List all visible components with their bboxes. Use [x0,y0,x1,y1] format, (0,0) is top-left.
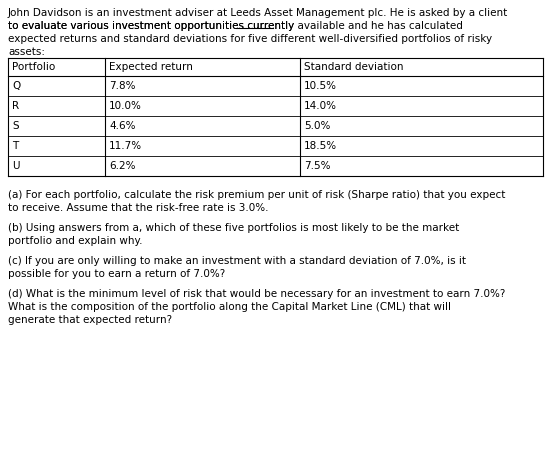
Text: (b) Using answers from a, which of these five portfolios is most likely to be th: (b) Using answers from a, which of these… [8,223,459,233]
Text: possible for you to earn a return of 7.0%?: possible for you to earn a return of 7.0… [8,269,225,279]
Text: 7.5%: 7.5% [304,161,331,171]
Text: assets:: assets: [8,47,45,57]
Text: Expected return: Expected return [109,62,193,72]
Text: U: U [12,161,19,171]
Text: 5.0%: 5.0% [304,121,331,131]
Text: John Davidson is an investment adviser at Leeds Asset Management plc. He is aske: John Davidson is an investment adviser a… [8,8,508,18]
Text: 11.7%: 11.7% [109,141,142,151]
Text: generate that expected return?: generate that expected return? [8,315,172,325]
Text: Q: Q [12,81,20,91]
Text: 18.5%: 18.5% [304,141,337,151]
Text: R: R [12,101,19,111]
Text: 10.0%: 10.0% [109,101,142,111]
Text: (d) What is the minimum level of risk that would be necessary for an investment : (d) What is the minimum level of risk th… [8,289,505,299]
Text: portfolio and explain why.: portfolio and explain why. [8,236,143,246]
Text: S: S [12,121,19,131]
Text: 6.2%: 6.2% [109,161,136,171]
Text: to evaluate various investment opportunities currently available and he has calc: to evaluate various investment opportuni… [8,21,463,31]
Text: (c) If you are only willing to make an investment with a standard deviation of 7: (c) If you are only willing to make an i… [8,256,466,266]
Text: to receive. Assume that the risk-free rate is 3.0%.: to receive. Assume that the risk-free ra… [8,203,268,213]
Text: expected returns and standard deviations for five different well-diversified por: expected returns and standard deviations… [8,34,492,44]
Text: 10.5%: 10.5% [304,81,337,91]
Text: T: T [12,141,18,151]
Text: to evaluate various investment opportunities currently available: to evaluate various investment opportuni… [8,21,345,31]
Text: What is the composition of the portfolio along the Capital Market Line (CML) tha: What is the composition of the portfolio… [8,302,451,312]
Text: Standard deviation: Standard deviation [304,62,403,72]
Text: 4.6%: 4.6% [109,121,136,131]
Text: 14.0%: 14.0% [304,101,337,111]
Text: 7.8%: 7.8% [109,81,136,91]
Text: (a) For each portfolio, calculate the risk premium per unit of risk (Sharpe rati: (a) For each portfolio, calculate the ri… [8,190,505,200]
Text: Portfolio: Portfolio [12,62,55,72]
Text: to evaluate various investment opportunities currently: to evaluate various investment opportuni… [8,21,298,31]
